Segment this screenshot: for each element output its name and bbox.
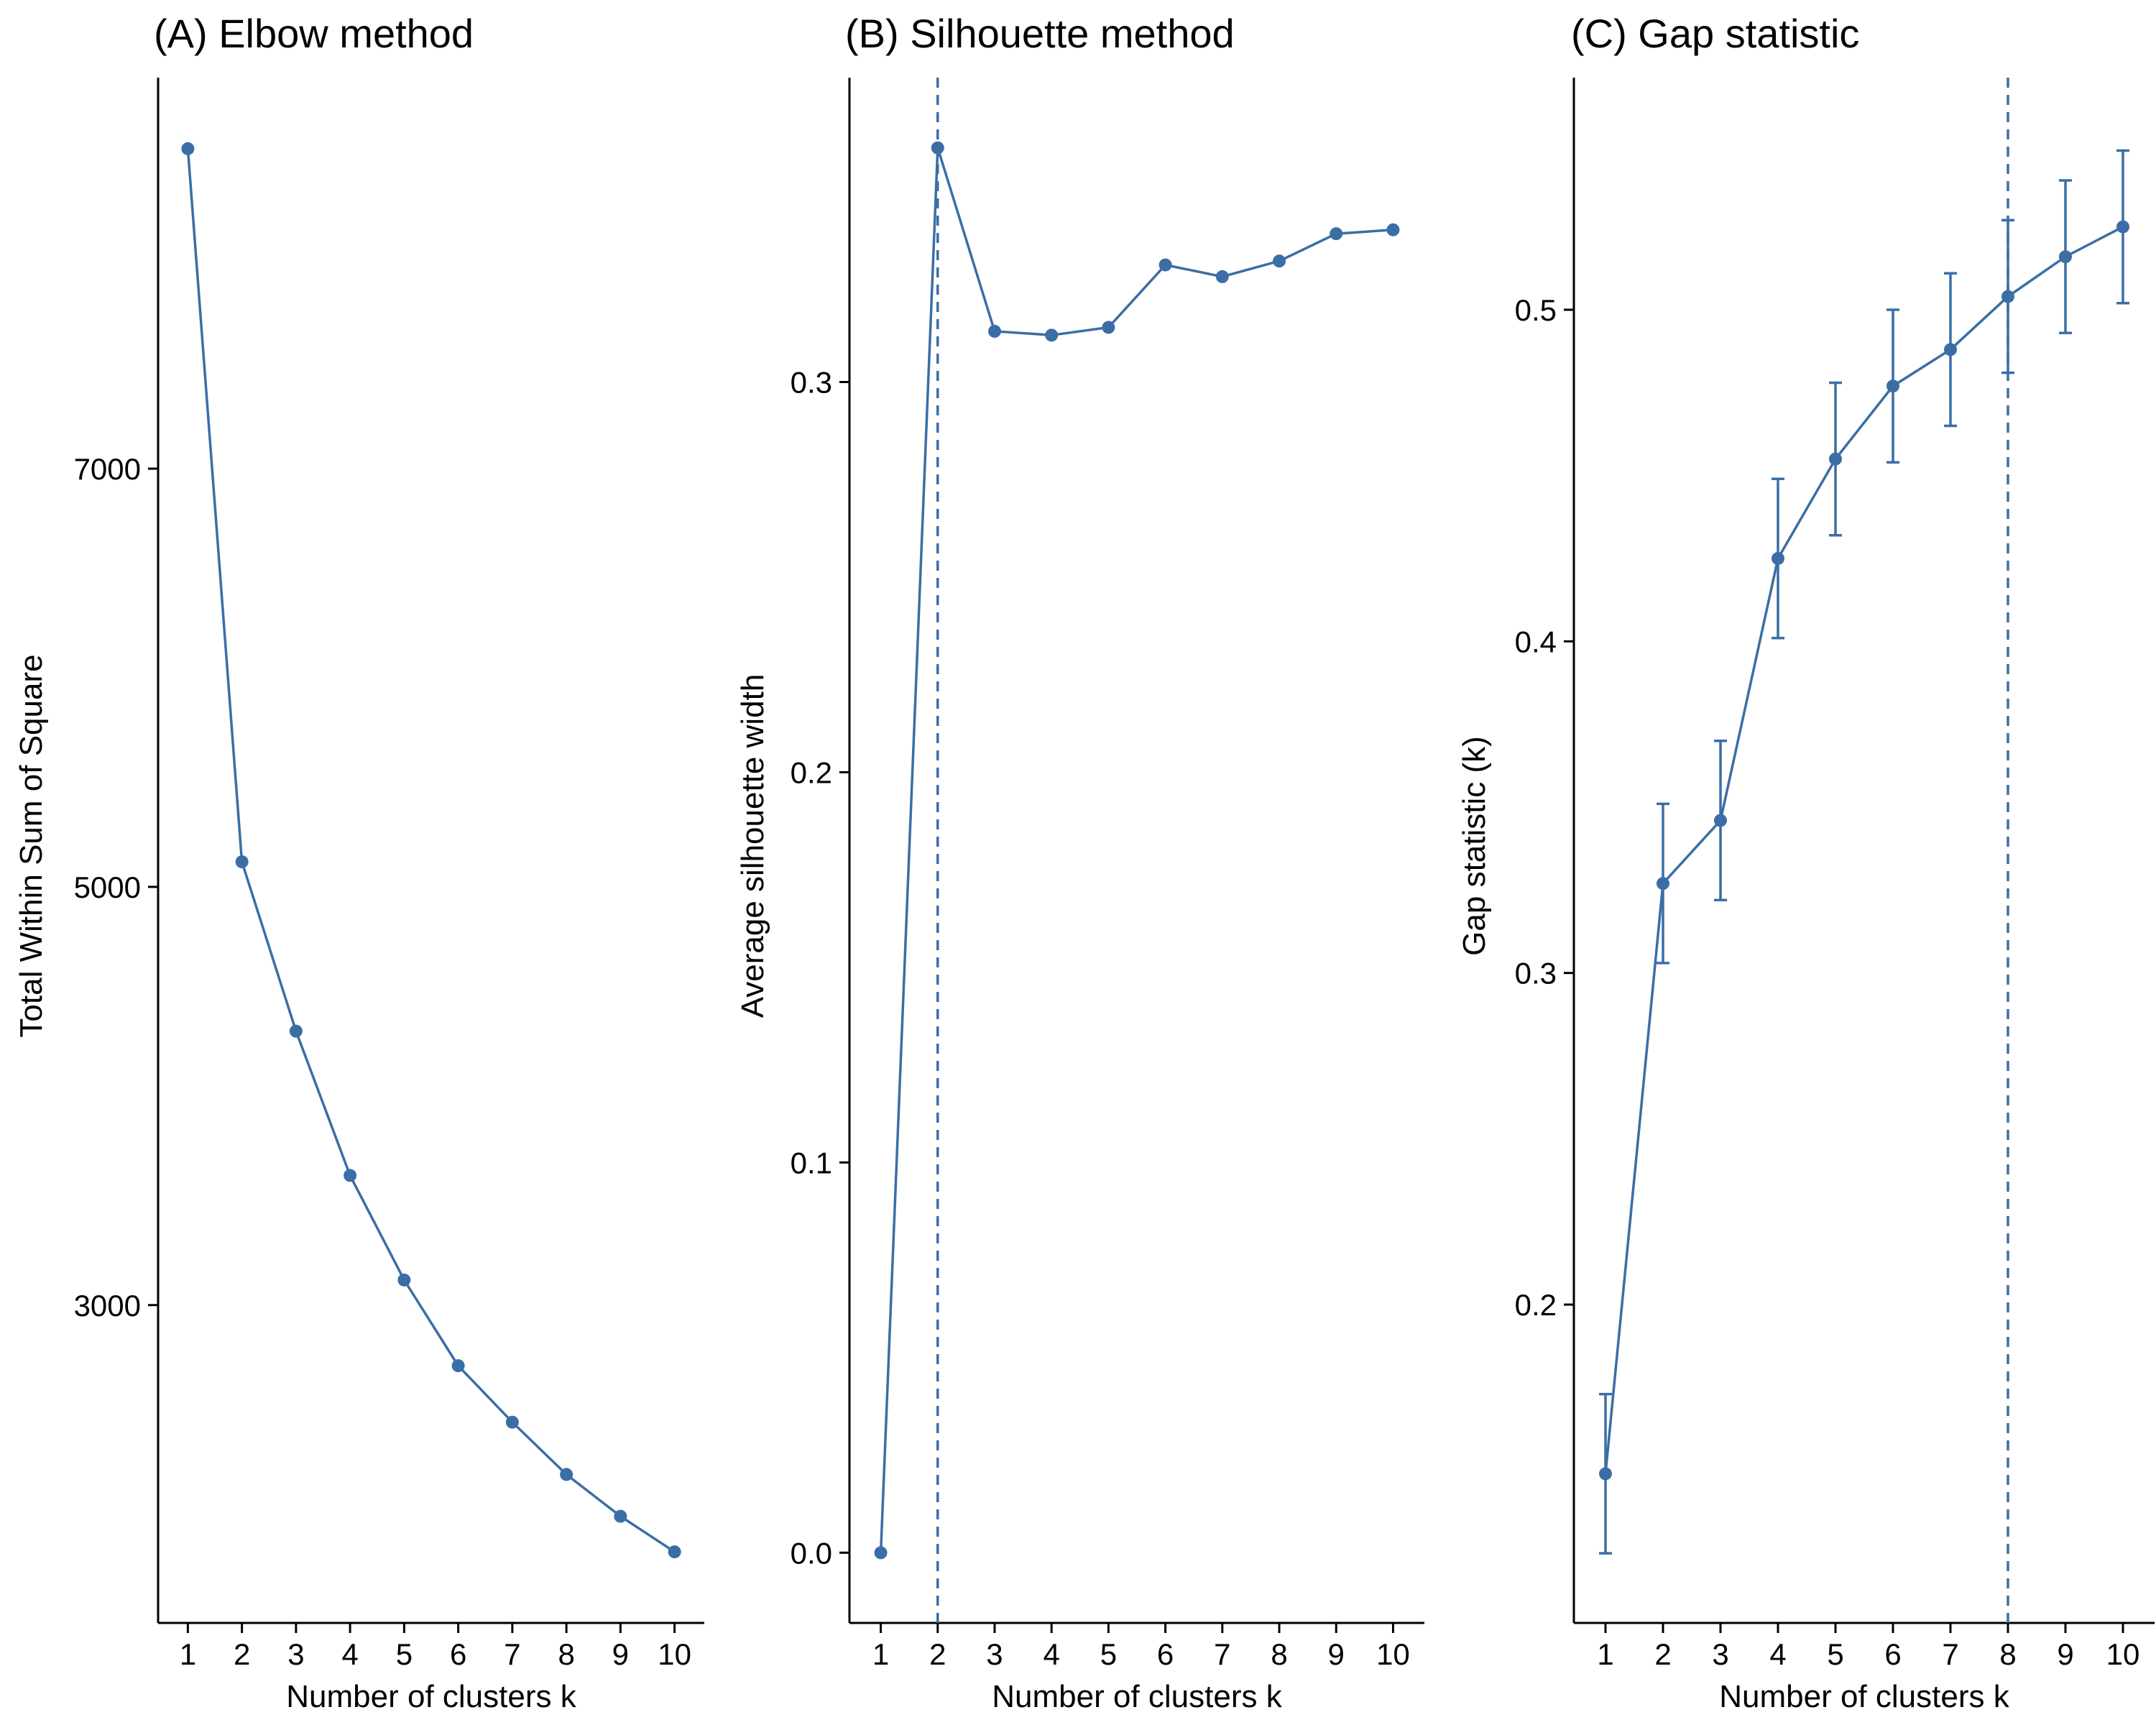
data-point [1158,258,1172,272]
data-point [289,1024,303,1038]
x-tick-label: 2 [929,1637,946,1671]
data-point [560,1468,573,1481]
data-point [2059,250,2072,264]
x-tick-label: 1 [872,1637,889,1671]
panel-a-title: (A) Elbow method [154,11,474,56]
x-tick-label: 5 [396,1637,413,1671]
panel-a-y-axis-title: Total Within Sum of Square [14,654,49,1037]
y-tick-label: 0.4 [1515,625,1557,658]
series-line [186,148,676,1553]
x-tick-label: 2 [234,1637,250,1671]
x-tick-label: 3 [287,1637,304,1671]
data-point [1045,328,1059,342]
y-tick-label: 5000 [74,870,141,904]
x-tick-label: 4 [1044,1637,1060,1671]
panel-c-plot: 1 2 3 4 5 6 7 8 9 10 0.2 0.3 0.4 0.5 [1515,78,2155,1671]
y-tick-label: 0.5 [1515,293,1557,327]
panel-c-y-axis-title: Gap statistic (k) [1457,736,1492,956]
y-tick-label: 0.2 [791,755,832,789]
x-tick-label: 8 [1999,1637,2016,1671]
y-tick-label: 0.3 [791,365,832,399]
data-point [668,1545,681,1559]
data-point [181,142,195,155]
data-point [1772,551,1784,565]
panel-b-x-axis-title: Number of clusters k [992,1679,1282,1714]
data-point [1215,270,1229,283]
panel-c: (C) Gap statistic Gap statistic (k) Numb… [1457,11,2155,1714]
data-point [1657,877,1669,891]
data-point [874,1546,888,1560]
y-tick-label: 3000 [74,1289,141,1322]
y-tick-label: 0.3 [1515,957,1557,990]
data-point [344,1169,357,1182]
x-tick-label: 4 [1769,1637,1786,1671]
data-point [987,324,1001,338]
data-point [397,1273,411,1287]
x-tick-label: 7 [1214,1637,1230,1671]
x-tick-label: 6 [1157,1637,1174,1671]
data-point [1714,814,1727,827]
x-tick-label: 1 [1597,1637,1613,1671]
data-point [1944,343,1957,356]
x-tick-label: 5 [1827,1637,1843,1671]
data-point [1102,321,1115,334]
panel-c-x-axis-title: Number of clusters k [1719,1679,2009,1714]
x-tick-label: 2 [1654,1637,1671,1671]
x-tick-label: 9 [612,1637,629,1671]
x-tick-label: 7 [1942,1637,1958,1671]
data-point [451,1359,465,1373]
x-tick-label: 6 [450,1637,466,1671]
y-tick-label: 7000 [74,452,141,486]
data-point [1829,452,1842,466]
x-tick-label: 9 [2057,1637,2073,1671]
panel-b: (B) Silhouette method Average silhouette… [735,11,1424,1714]
x-tick-label: 10 [658,1637,691,1671]
data-point [1599,1467,1612,1481]
y-tick-label: 0.2 [1515,1288,1557,1322]
panel-b-title: (B) Silhouette method [845,11,1235,56]
x-tick-label: 7 [504,1637,520,1671]
y-tick-label: 0.1 [791,1146,832,1179]
series-line [1604,226,2124,1474]
x-tick-label: 6 [1884,1637,1901,1671]
x-tick-label: 8 [558,1637,574,1671]
panel-a-x-axis-title: Number of clusters k [286,1679,576,1714]
x-tick-label: 5 [1100,1637,1117,1671]
x-tick-label: 3 [986,1637,1003,1671]
data-point [931,141,944,155]
y-tick-label: 0.0 [791,1536,832,1570]
panel-b-y-axis-title: Average silhouette width [735,674,770,1018]
panel-c-title: (C) Gap statistic [1571,11,1859,56]
x-tick-label: 9 [1328,1637,1345,1671]
data-point [235,855,249,869]
panel-a: (A) Elbow method Total Within Sum of Squ… [14,11,704,1714]
panel-b-plot: 1 2 3 4 5 6 7 8 9 10 0.0 0.1 0.2 0.3 [791,78,1424,1671]
data-point [1330,227,1343,241]
x-tick-label: 4 [341,1637,358,1671]
data-point [1273,254,1286,268]
data-point [1886,380,1899,393]
data-point [2001,290,2014,303]
x-tick-label: 3 [1712,1637,1728,1671]
panel-a-plot: 1 2 3 4 5 6 7 8 9 10 3000 5000 7000 [74,78,704,1671]
x-tick-label: 10 [1376,1637,1410,1671]
x-tick-label: 8 [1271,1637,1287,1671]
data-point [505,1415,519,1429]
data-point [1386,223,1400,236]
data-point [2116,220,2129,234]
x-tick-label: 1 [180,1637,196,1671]
data-point [614,1509,627,1523]
x-tick-label: 10 [2106,1637,2140,1671]
series-line [879,147,1393,1553]
